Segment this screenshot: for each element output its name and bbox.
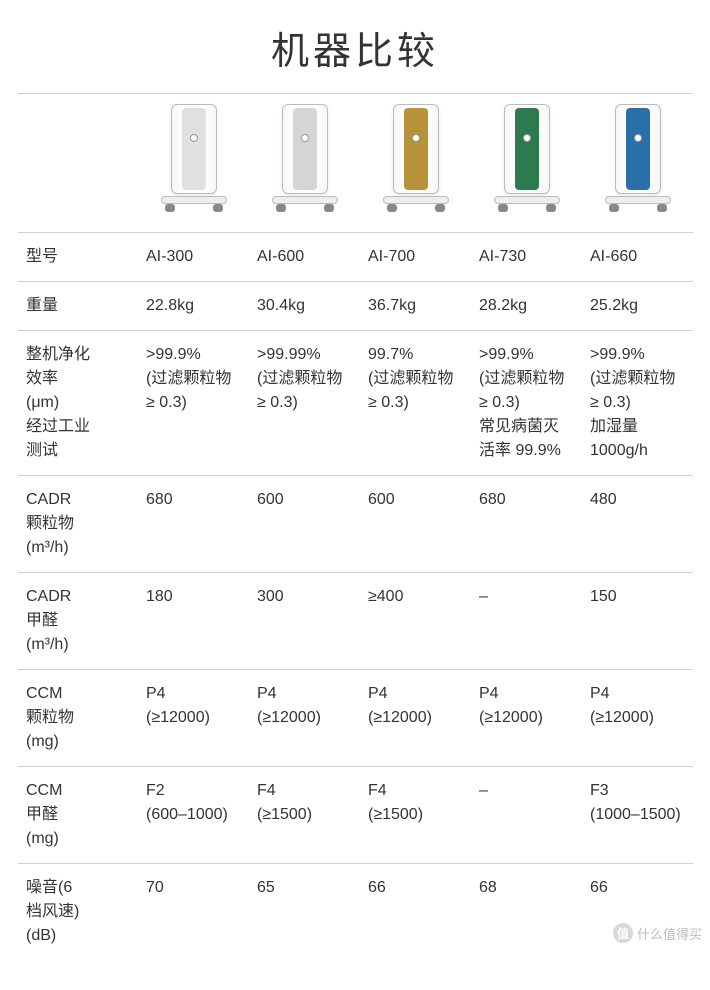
product-illustration [603, 104, 673, 214]
cell-cadr-formaldehyde: 180 [138, 573, 249, 670]
empty-cell [18, 94, 138, 233]
cell-noise: 66 [582, 864, 693, 961]
cell-model: AI-730 [471, 233, 582, 282]
cell-ccm-particle: P4(≥12000) [582, 670, 693, 767]
cell-ccm-particle: P4(≥12000) [471, 670, 582, 767]
cell-model: AI-600 [249, 233, 360, 282]
cell-cadr-formaldehyde: 300 [249, 573, 360, 670]
cell-cadr-particle: 480 [582, 476, 693, 573]
table-row: 整机净化 效率 (μm) 经过工业 测试 >99.9%(过滤颗粒物≥ 0.3) … [18, 331, 693, 476]
cell-ccm-particle: P4(≥12000) [360, 670, 471, 767]
row-label: CADR颗粒物(m³/h) [18, 476, 138, 573]
cell-cadr-formaldehyde: 150 [582, 573, 693, 670]
product-illustration [159, 104, 229, 214]
row-label: CCM颗粒物(mg) [18, 670, 138, 767]
cell-noise: 70 [138, 864, 249, 961]
cell-cadr-particle: 680 [138, 476, 249, 573]
cell-ccm-particle: P4(≥12000) [138, 670, 249, 767]
cell-efficiency: 99.7%(过滤颗粒物≥ 0.3) [360, 331, 471, 476]
cell-noise: 66 [360, 864, 471, 961]
cell-ccm-formaldehyde: F4(≥1500) [360, 767, 471, 864]
product-illustration [270, 104, 340, 214]
cell-weight: 36.7kg [360, 282, 471, 331]
comparison-table: 型号 AI-300 AI-600 AI-700 AI-730 AI-660 重量… [18, 93, 693, 960]
table-row: CCM甲醛(mg) F2(600–1000) F4(≥1500) F4(≥150… [18, 767, 693, 864]
table-row: CCM颗粒物(mg) P4(≥12000) P4(≥12000) P4(≥120… [18, 670, 693, 767]
table-row: 噪音(6档风速)(dB) 70 65 66 68 66 [18, 864, 693, 961]
cell-ccm-formaldehyde: F2(600–1000) [138, 767, 249, 864]
page-title: 机器比较 [18, 20, 692, 75]
cell-cadr-particle: 600 [360, 476, 471, 573]
cell-efficiency: >99.99%(过滤颗粒物≥ 0.3) [249, 331, 360, 476]
product-image-cell [138, 94, 249, 233]
cell-weight: 30.4kg [249, 282, 360, 331]
product-image-row [18, 94, 693, 233]
watermark-text: 什么值得买 [637, 924, 702, 943]
watermark-badge-icon: 值 [613, 923, 633, 943]
product-illustration [492, 104, 562, 214]
cell-efficiency: >99.9%(过滤颗粒物≥ 0.3)加湿量1000g/h [582, 331, 693, 476]
row-label: 重量 [18, 282, 138, 331]
cell-ccm-formaldehyde: F3(1000–1500) [582, 767, 693, 864]
cell-efficiency: >99.9%(过滤颗粒物≥ 0.3) [138, 331, 249, 476]
cell-cadr-formaldehyde: – [471, 573, 582, 670]
cell-cadr-formaldehyde: ≥400 [360, 573, 471, 670]
cell-weight: 28.2kg [471, 282, 582, 331]
cell-cadr-particle: 680 [471, 476, 582, 573]
table-row: 重量 22.8kg 30.4kg 36.7kg 28.2kg 25.2kg [18, 282, 693, 331]
cell-efficiency: >99.9%(过滤颗粒物≥ 0.3)常见病菌灭活率 99.9% [471, 331, 582, 476]
cell-model: AI-660 [582, 233, 693, 282]
row-label: 型号 [18, 233, 138, 282]
product-image-cell [582, 94, 693, 233]
cell-ccm-formaldehyde: F4(≥1500) [249, 767, 360, 864]
cell-model: AI-700 [360, 233, 471, 282]
table-row: 型号 AI-300 AI-600 AI-700 AI-730 AI-660 [18, 233, 693, 282]
cell-model: AI-300 [138, 233, 249, 282]
table-row: CADR甲醛(m³/h) 180 300 ≥400 – 150 [18, 573, 693, 670]
cell-ccm-formaldehyde: – [471, 767, 582, 864]
cell-cadr-particle: 600 [249, 476, 360, 573]
row-label: 噪音(6档风速)(dB) [18, 864, 138, 961]
cell-noise: 65 [249, 864, 360, 961]
row-label: CADR甲醛(m³/h) [18, 573, 138, 670]
product-image-cell [471, 94, 582, 233]
product-image-cell [249, 94, 360, 233]
product-image-cell [360, 94, 471, 233]
cell-noise: 68 [471, 864, 582, 961]
cell-ccm-particle: P4(≥12000) [249, 670, 360, 767]
table-row: CADR颗粒物(m³/h) 680 600 600 680 480 [18, 476, 693, 573]
row-label: 整机净化 效率 (μm) 经过工业 测试 [18, 331, 138, 476]
cell-weight: 22.8kg [138, 282, 249, 331]
watermark: 值 什么值得买 [613, 923, 702, 943]
product-illustration [381, 104, 451, 214]
row-label: CCM甲醛(mg) [18, 767, 138, 864]
cell-weight: 25.2kg [582, 282, 693, 331]
